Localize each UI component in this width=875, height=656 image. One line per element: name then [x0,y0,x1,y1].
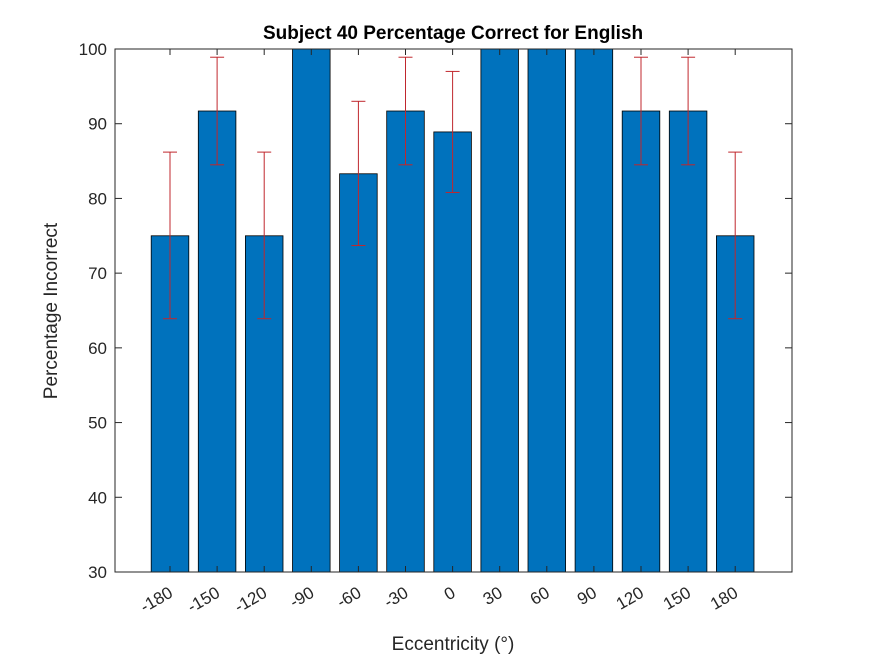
y-tick-label: 60 [88,339,107,358]
bar [574,48,614,573]
error-bars-group [163,56,743,320]
error-bar [728,151,743,320]
y-tick-label: 30 [88,563,107,582]
error-bar [398,56,413,166]
y-axis-label: Percentage Incorrect [41,222,62,399]
bar [480,48,519,573]
error-bar [257,151,272,320]
y-tick-label: 50 [88,414,107,433]
y-tick-label: 90 [88,115,107,134]
bar [433,131,472,573]
y-tick-label: 40 [88,488,107,507]
error-bar [681,56,696,166]
chart-title: Subject 40 Percentage Correct for Englis… [263,23,643,44]
y-tick-label: 80 [88,189,107,208]
error-bar [163,151,177,320]
bar [386,110,425,573]
error-bar [634,56,648,166]
y-tick-label: 100 [79,40,107,59]
bar [197,110,237,573]
bar [621,110,661,573]
error-bar [351,100,366,246]
error-bar [445,70,460,193]
bar [668,110,708,573]
axes-box [114,48,793,573]
y-tick-label: 70 [88,264,107,283]
bar [292,48,331,573]
x-axis-label: Eccentricity (°) [392,634,515,655]
y-axis-ticks: 30 40 50 60 70 80 90 100 [79,40,792,582]
bar [527,48,566,573]
error-bar [210,56,225,166]
